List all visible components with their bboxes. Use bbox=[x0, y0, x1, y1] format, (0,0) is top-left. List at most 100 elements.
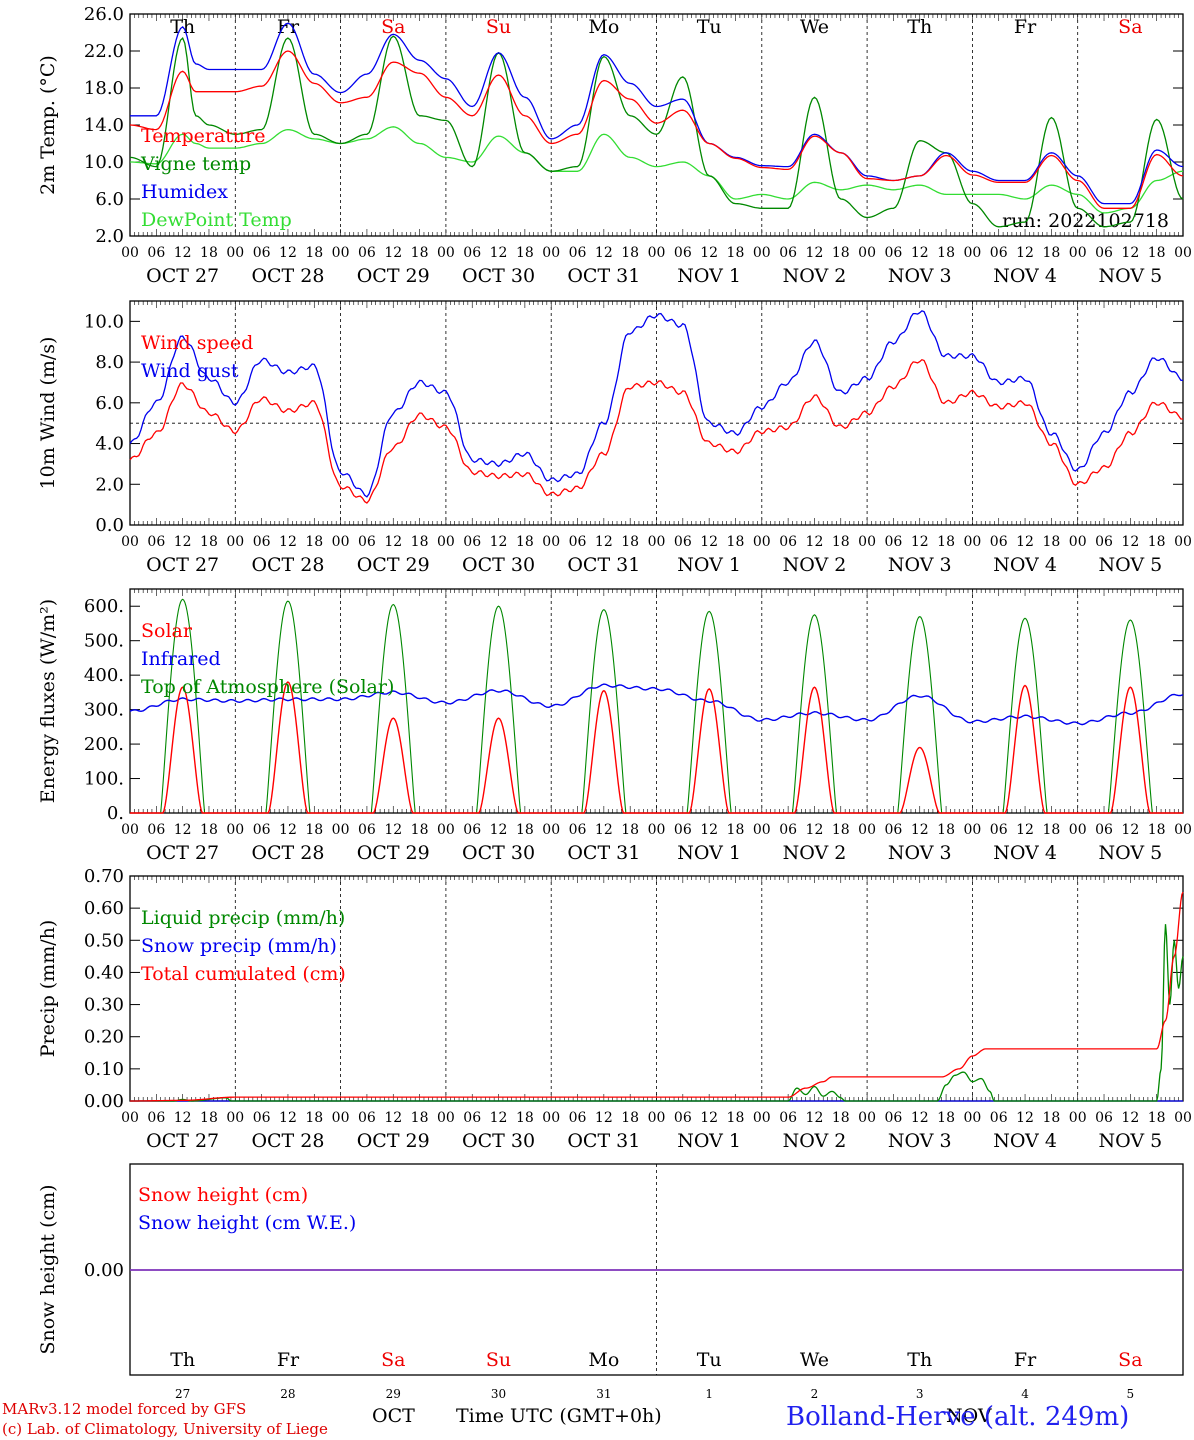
hour-label: 00 bbox=[437, 534, 455, 550]
hour-label: 18 bbox=[1148, 245, 1166, 261]
hour-label: 12 bbox=[490, 534, 508, 550]
hour-label: 06 bbox=[463, 245, 481, 261]
hour-label: 00 bbox=[1069, 245, 1087, 261]
hour-label: 18 bbox=[200, 245, 218, 261]
hour-label: 12 bbox=[595, 245, 613, 261]
hour-label: 12 bbox=[700, 1110, 718, 1126]
hour-label: 00 bbox=[542, 534, 560, 550]
date-label: NOV 4 bbox=[993, 265, 1057, 287]
hour-label: 12 bbox=[595, 534, 613, 550]
y-tick-label: 22.0 bbox=[84, 41, 124, 62]
hour-label: 12 bbox=[384, 1110, 402, 1126]
hour-label: 06 bbox=[779, 534, 797, 550]
date-label: NOV 1 bbox=[677, 265, 741, 287]
legend-item: Snow height (cm W.E.) bbox=[138, 1212, 356, 1234]
date-label: OCT 30 bbox=[462, 265, 535, 287]
y-tick-label: 26.0 bbox=[84, 4, 124, 25]
hour-label: 00 bbox=[226, 534, 244, 550]
date-label: OCT 31 bbox=[567, 1130, 640, 1152]
date-label: OCT 28 bbox=[251, 1130, 324, 1152]
y-tick-label: 10.0 bbox=[84, 311, 124, 332]
y-tick-label: 0. bbox=[107, 803, 124, 824]
hour-label: 18 bbox=[1042, 534, 1060, 550]
hour-label: 06 bbox=[147, 1110, 165, 1126]
date-label: NOV 3 bbox=[888, 554, 952, 576]
hour-label: 06 bbox=[463, 534, 481, 550]
hour-label: 12 bbox=[595, 822, 613, 838]
hour-label: 12 bbox=[1016, 534, 1034, 550]
day-name-label: Su bbox=[486, 1349, 511, 1371]
hour-label: 06 bbox=[253, 534, 271, 550]
run-label: run: 2022102718 bbox=[1002, 210, 1169, 232]
hour-label: 12 bbox=[490, 1110, 508, 1126]
day-name-label: Fr bbox=[1014, 1349, 1037, 1371]
hour-label: 12 bbox=[174, 822, 192, 838]
hour-label: 00 bbox=[121, 822, 139, 838]
hour-label: 12 bbox=[700, 245, 718, 261]
date-label: NOV 2 bbox=[783, 554, 847, 576]
hour-label: 18 bbox=[411, 1110, 429, 1126]
day-name-label: Th bbox=[170, 1349, 195, 1371]
hour-label: 12 bbox=[384, 534, 402, 550]
hour-label: 18 bbox=[621, 534, 639, 550]
hour-label: 18 bbox=[411, 245, 429, 261]
hour-label: 12 bbox=[911, 245, 929, 261]
date-label: NOV 3 bbox=[888, 265, 952, 287]
legend-item: Top of Atmosphere (Solar) bbox=[141, 676, 394, 698]
legend-item: Snow precip (mm/h) bbox=[141, 935, 337, 957]
date-label: NOV 5 bbox=[1098, 1130, 1162, 1152]
y-tick-label: 2.0 bbox=[95, 226, 124, 247]
y-axis-title: 10m Wind (m/s) bbox=[37, 337, 59, 490]
hour-label: 06 bbox=[358, 1110, 376, 1126]
date-label: NOV 4 bbox=[993, 842, 1057, 864]
date-label: OCT 27 bbox=[146, 1130, 219, 1152]
hour-label: 18 bbox=[200, 1110, 218, 1126]
hour-label: 06 bbox=[885, 1110, 903, 1126]
legend-item: Solar bbox=[141, 620, 193, 642]
y-tick-label: 0.00 bbox=[84, 1091, 124, 1112]
hour-label: 12 bbox=[279, 245, 297, 261]
hour-label: 06 bbox=[1095, 822, 1113, 838]
hour-label: 12 bbox=[1121, 534, 1139, 550]
hour-label: 00 bbox=[1069, 1110, 1087, 1126]
hour-label: 12 bbox=[806, 822, 824, 838]
hour-label: 06 bbox=[779, 822, 797, 838]
y-tick-label: 10.0 bbox=[84, 152, 124, 173]
hour-label: 18 bbox=[516, 822, 534, 838]
date-label: OCT 29 bbox=[357, 1130, 430, 1152]
hour-label: 00 bbox=[332, 1110, 350, 1126]
hour-label: 12 bbox=[911, 1110, 929, 1126]
legend-item: Wind gust bbox=[141, 360, 239, 382]
hour-label: 00 bbox=[121, 1110, 139, 1126]
y-tick-label: 0.0 bbox=[95, 515, 124, 536]
hour-label: 18 bbox=[727, 1110, 745, 1126]
day-number-label: 28 bbox=[280, 1387, 295, 1401]
hour-label: 06 bbox=[885, 245, 903, 261]
day-name-label: Sa bbox=[381, 1349, 405, 1371]
series-line bbox=[129, 50, 1184, 209]
legend-item: Infrared bbox=[141, 648, 221, 670]
station-label: Bolland-Herve (alt. 249m) bbox=[786, 1402, 1130, 1432]
y-tick-label: 300. bbox=[84, 700, 124, 721]
date-label: OCT 27 bbox=[146, 554, 219, 576]
hour-label: 06 bbox=[569, 822, 587, 838]
hour-label: 18 bbox=[621, 245, 639, 261]
series-line bbox=[130, 924, 1184, 1102]
hour-label: 00 bbox=[753, 245, 771, 261]
series-line bbox=[130, 126, 1184, 214]
y-axis-title: 2m Temp. (°C) bbox=[37, 55, 59, 195]
legend-item: Snow height (cm) bbox=[138, 1184, 308, 1206]
y-tick-label: 0.30 bbox=[84, 995, 124, 1016]
y-tick-label: 4.0 bbox=[95, 434, 124, 455]
hour-label: 18 bbox=[305, 245, 323, 261]
hour-label: 18 bbox=[937, 245, 955, 261]
hour-label: 12 bbox=[384, 822, 402, 838]
date-label: OCT 27 bbox=[146, 842, 219, 864]
hour-label: 00 bbox=[1069, 534, 1087, 550]
day-name-label: We bbox=[800, 16, 829, 38]
date-label: OCT 30 bbox=[462, 842, 535, 864]
date-label: NOV 1 bbox=[677, 1130, 741, 1152]
hour-label: 06 bbox=[885, 822, 903, 838]
hour-label: 18 bbox=[832, 245, 850, 261]
hour-label: 00 bbox=[437, 1110, 455, 1126]
